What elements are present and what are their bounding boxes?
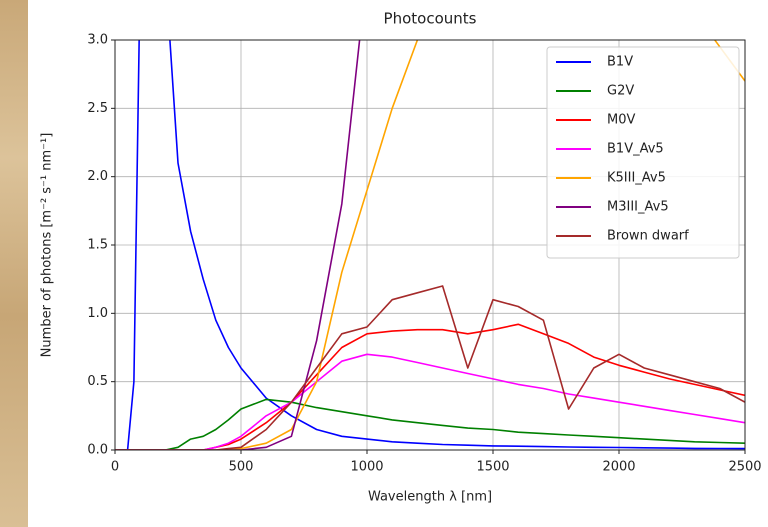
y-tick-label: 2.5 [87, 101, 108, 116]
x-tick-label: 1000 [350, 460, 383, 475]
chart-title: Photocounts [384, 10, 477, 28]
legend-label: B1V [607, 55, 633, 70]
series-line [115, 40, 745, 450]
series-line [115, 353, 745, 450]
x-axis-label: Wavelength λ [nm] [368, 490, 492, 505]
x-tick-label: 0 [111, 460, 119, 475]
y-tick-label: 1.5 [87, 238, 108, 253]
y-axis-label: Number of photons [m⁻² s⁻¹ nm⁻¹] [40, 133, 55, 358]
y-tick-label: 0.5 [87, 374, 108, 389]
series-line [115, 285, 745, 450]
y-tick-label: 0.0 [87, 443, 108, 458]
legend-label: M3III_Av5 [607, 200, 669, 215]
legend: B1V G2V M0V B1V_Av5 K5III_Av5 M3III_Av5 Brown … [546, 46, 740, 259]
series-line [115, 40, 745, 450]
series-line [115, 40, 361, 450]
x-tick-label: 1500 [476, 460, 509, 475]
x-tick-label: 2000 [602, 460, 635, 475]
series-line [115, 323, 745, 450]
legend-label: K5III_Av5 [607, 171, 666, 186]
legend-label: Brown dwarf [607, 229, 689, 244]
background-texture [0, 0, 28, 527]
y-tick-label: 3.0 [87, 33, 108, 48]
x-tick-label: 2500 [728, 460, 761, 475]
legend-label: M0V [607, 113, 635, 128]
legend-label: G2V [607, 84, 634, 99]
plot-frame [114, 39, 746, 451]
legend-label: B1V_Av5 [607, 142, 664, 157]
plot-lines [115, 40, 745, 450]
y-tick-label: 2.0 [87, 169, 108, 184]
y-tick-label: 1.0 [87, 306, 108, 321]
x-tick-label: 500 [229, 460, 254, 475]
legend-box [546, 46, 740, 259]
